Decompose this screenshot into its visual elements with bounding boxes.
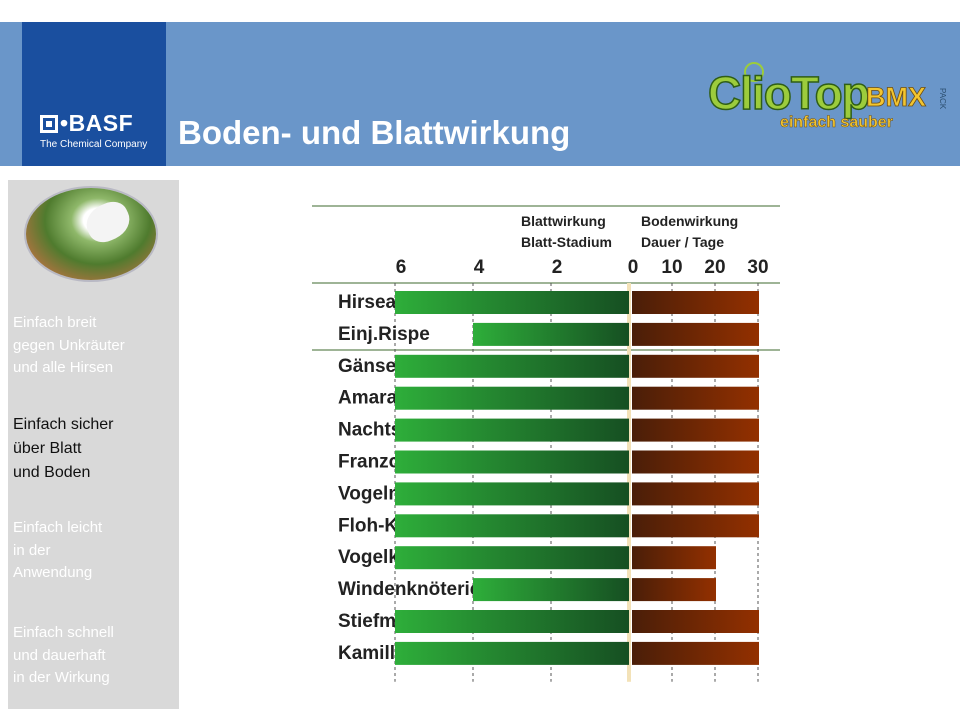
product-name: ClioTop	[707, 66, 870, 120]
bar-bodenwirkung	[632, 641, 759, 665]
bar-bodenwirkung	[632, 418, 759, 442]
sidebar-item-schnell: Einfach schnell und dauerhaft in der Wir…	[13, 624, 114, 686]
bar-blattwirkung	[395, 354, 629, 378]
bar-blattwirkung	[395, 546, 629, 570]
tick-label-right-20: 20	[704, 257, 725, 278]
product-tagline: einfach sauber	[780, 114, 893, 132]
bar-bodenwirkung	[632, 322, 759, 346]
sidebar-item-breit: Einfach breit gegen Unkräuter und alle H…	[13, 314, 125, 376]
category-label: Einj.Rispe	[338, 324, 430, 345]
sidebar-item-leicht: Einfach leicht in der Anwendung	[13, 519, 103, 581]
bar-bodenwirkung	[632, 482, 759, 506]
bar-bodenwirkung	[632, 354, 759, 378]
product-pack: PACK	[938, 88, 947, 110]
tick-label-left-2: 2	[552, 257, 563, 278]
tick-label-right-30: 30	[747, 257, 768, 278]
tick-label-right-10: 10	[661, 257, 682, 278]
company-logo: •BASF	[40, 110, 133, 137]
bar-bodenwirkung	[632, 546, 716, 570]
bar-blattwirkung	[395, 418, 629, 442]
bar-bodenwirkung	[632, 450, 759, 474]
company-logo-box	[22, 22, 166, 166]
sidebar-item-sicher: Einfach sicher über Blatt und Boden	[13, 416, 114, 481]
right-header-line-2: Dauer / Tage	[641, 234, 724, 250]
bar-blattwirkung	[473, 322, 629, 346]
company-name: BASF	[68, 110, 134, 136]
basf-square-icon	[40, 115, 58, 133]
bar-blattwirkung	[395, 610, 629, 633]
tick-label-left-4: 4	[474, 257, 485, 278]
tick-label-zero: 0	[628, 257, 639, 278]
sidebar: Einfach breit gegen Unkräuter und alle H…	[8, 180, 179, 709]
sidebar-photo	[26, 188, 156, 280]
left-header-line-2: Blatt-Stadium	[521, 234, 612, 250]
bar-blattwirkung	[395, 641, 629, 665]
company-subtitle: The Chemical Company	[40, 139, 148, 150]
bar-blattwirkung	[395, 450, 629, 474]
page-title: Boden- und Blattwirkung	[178, 114, 571, 151]
right-header-line-1: Bodenwirkung	[641, 213, 738, 229]
spiral-icon	[744, 62, 764, 82]
bar-blattwirkung	[395, 514, 629, 538]
bar-blattwirkung	[473, 578, 629, 602]
bar-blattwirkung	[395, 291, 629, 314]
product-suffix: BMX	[866, 82, 927, 113]
bar-bodenwirkung	[632, 514, 759, 538]
product-logo: ClioTop BMX PACK einfach sauber	[700, 60, 952, 140]
bar-bodenwirkung	[632, 610, 759, 633]
left-header-line-1: Blattwirkung	[521, 213, 606, 229]
category-label: Windenknöterich	[338, 579, 492, 600]
bar-bodenwirkung	[632, 386, 759, 410]
bar-blattwirkung	[395, 482, 629, 506]
bar-bodenwirkung	[632, 291, 759, 314]
bar-bodenwirkung	[632, 578, 716, 602]
tick-label-left-6: 6	[396, 257, 407, 278]
bar-blattwirkung	[395, 386, 629, 410]
